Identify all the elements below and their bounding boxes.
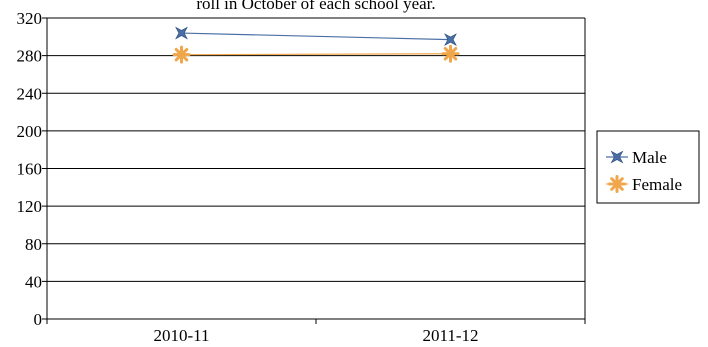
data-point-male [444,33,457,47]
x-tick-label: 2010-11 [153,326,209,345]
legend-marker-male [610,150,624,164]
series-area [172,26,460,64]
legend-box [596,130,700,204]
data-point-female [441,44,460,63]
y-tick-label: 200 [17,122,43,141]
y-tick-label: 40 [25,272,42,291]
legend-marker-female [608,175,626,193]
gridlines [47,17,585,320]
data-point-female [172,45,191,64]
y-tick-label: 80 [25,235,42,254]
y-tick-label: 280 [17,47,43,66]
y-tick-label: 0 [34,310,43,329]
y-tick-label: 120 [17,197,43,216]
legend-marker-female-stroke [610,177,624,191]
y-tick-label: 160 [17,160,43,179]
data-point-female-stroke [443,46,458,61]
legend-label-male: Male [632,148,667,167]
y-tick-label: 240 [17,84,43,103]
data-point-male [175,26,188,40]
data-point-female-stroke [174,47,189,62]
legend-label-female: Female [632,175,682,194]
y-tick-label: 320 [17,9,43,28]
series-line-female [181,53,451,56]
axes: 0 40 80 120 160 200 240 280 320 2010-11 2011-12 [17,9,586,345]
series-line-male [181,32,451,41]
x-tick-label: 2011-12 [422,326,478,345]
chart-title: roll in October of each school year. [196,0,435,13]
legend: Male Female [596,130,700,204]
